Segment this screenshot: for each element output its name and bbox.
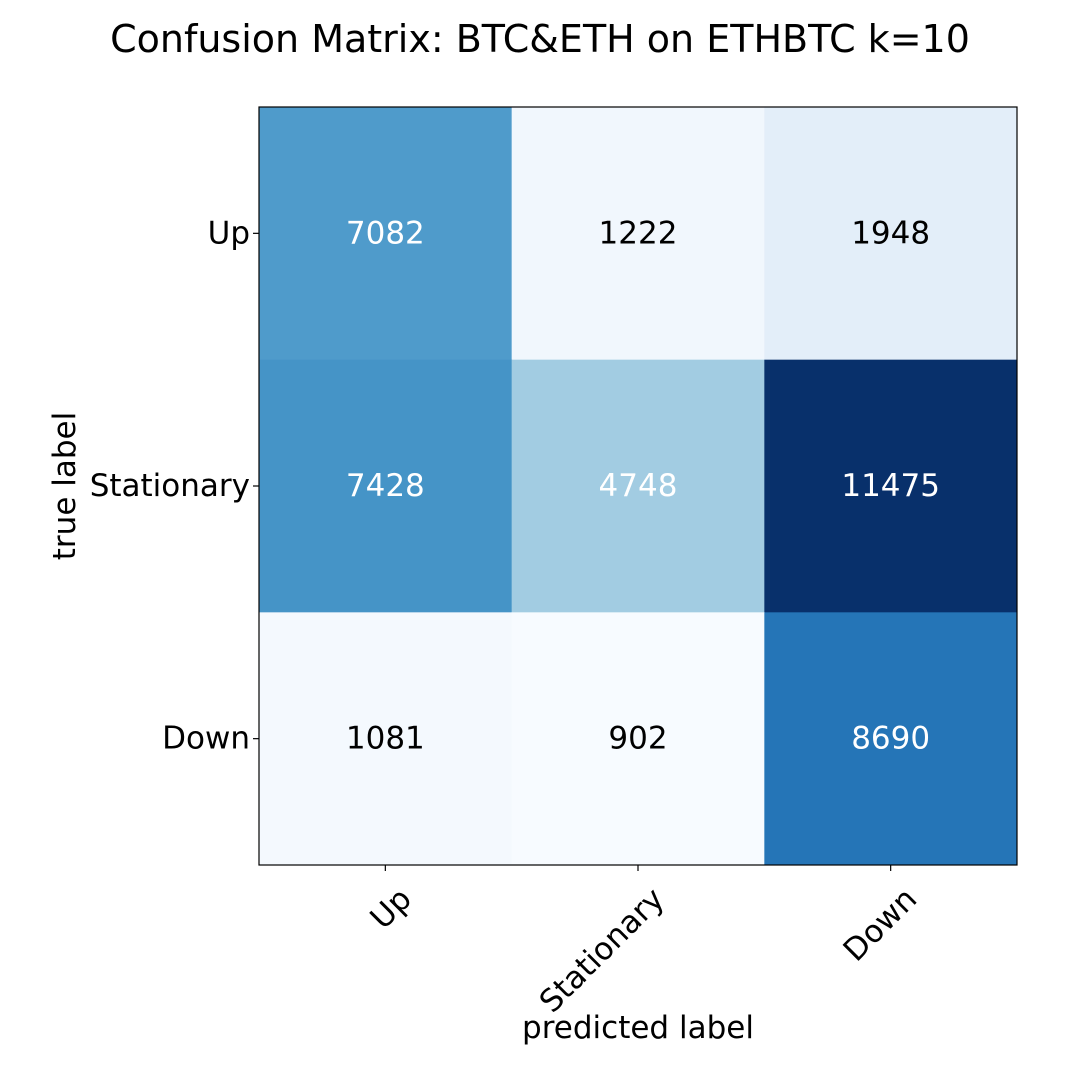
heatmap-cell — [764, 359, 1018, 613]
y-tick-label: Up — [208, 215, 250, 251]
x-axis-label: predicted label — [522, 1010, 754, 1046]
x-tick-label: Down — [837, 881, 925, 969]
heatmap-cell — [511, 107, 765, 361]
y-tick-label: Down — [162, 721, 250, 757]
x-tick-labels: Up Stationary Down — [363, 881, 924, 1020]
cell-value-label: 7428 — [346, 468, 425, 504]
heatmap-cells — [259, 107, 1018, 866]
cell-value-label: 1222 — [599, 215, 678, 251]
heatmap-cell — [511, 612, 765, 866]
cell-values: 7082 1222 1948 7428 4748 11475 1081 902 8690 — [346, 215, 940, 756]
y-tick-labels: Up Stationary Down — [90, 215, 250, 756]
heatmap-cell — [764, 107, 1018, 361]
heatmap-cell — [259, 107, 513, 361]
heatmap-cell — [259, 359, 513, 613]
heatmap-cell — [511, 359, 765, 613]
cell-value-label: 1081 — [346, 721, 425, 757]
heatmap-cell — [764, 612, 1018, 866]
y-axis-label: true label — [47, 412, 83, 560]
cell-value-label: 902 — [608, 721, 667, 757]
y-tick-label: Stationary — [90, 468, 250, 504]
x-tick-label: Up — [363, 881, 418, 936]
cell-value-label: 4748 — [599, 468, 678, 504]
cell-value-label: 7082 — [346, 215, 425, 251]
cell-value-label: 11475 — [841, 468, 940, 504]
cell-value-label: 1948 — [851, 215, 930, 251]
axis-ticks — [253, 232, 892, 871]
x-tick-label: Stationary — [533, 881, 672, 1020]
chart-title: Confusion Matrix: BTC&ETH on ETHBTC k=10 — [110, 17, 970, 61]
cell-value-label: 8690 — [851, 721, 930, 757]
heatmap-cell — [259, 612, 513, 866]
